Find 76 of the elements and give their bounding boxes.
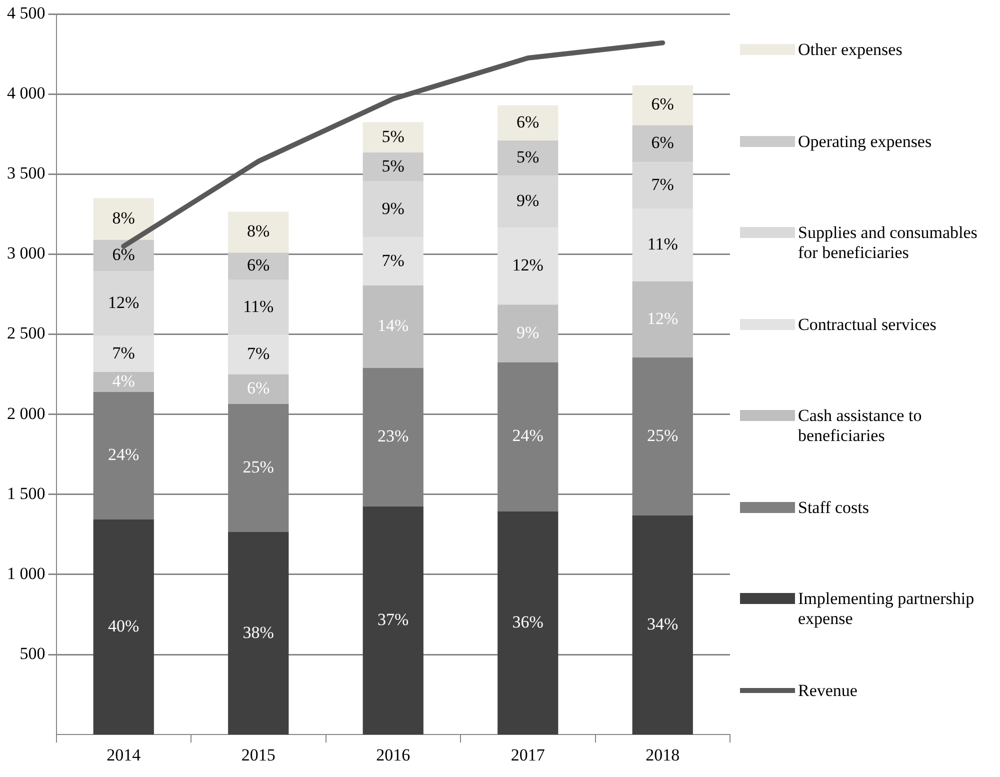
x-tick-label: 2014	[106, 745, 142, 764]
annotation: 12%	[512, 256, 544, 275]
bar	[93, 198, 154, 240]
legend-label: Revenue	[798, 680, 858, 701]
y-tick-label: 3 000	[7, 244, 46, 263]
bar	[632, 125, 693, 162]
x-tick-label: 2015	[241, 745, 276, 764]
annotation: 34%	[647, 614, 678, 634]
annotation: 4%	[112, 371, 135, 390]
annotation: 9%	[382, 198, 404, 218]
annotation: 24%	[108, 445, 140, 464]
bar	[228, 374, 289, 404]
y-tick-label: 2 500	[7, 324, 46, 343]
bar	[498, 511, 558, 735]
y-tick-label: 1 500	[7, 484, 46, 503]
x-tick-label: 2017	[510, 745, 546, 764]
annotation: 25%	[242, 457, 274, 476]
bar	[362, 506, 424, 735]
y-tick-label: 500	[20, 644, 46, 663]
annotation: 6%	[651, 94, 674, 114]
y-tick-label: 3 500	[7, 164, 46, 183]
annotation: 6%	[651, 133, 674, 152]
annotation: 5%	[516, 148, 540, 167]
annotation: 23%	[378, 426, 409, 446]
annotation: 6%	[516, 112, 540, 132]
bar	[632, 85, 693, 126]
annotation: 40%	[108, 616, 140, 636]
annotation: 11%	[647, 234, 678, 254]
x-tick-label: 2016	[376, 745, 410, 764]
bar	[228, 212, 289, 253]
annotation: 24%	[512, 426, 544, 446]
bar	[498, 105, 558, 141]
x-tick-label: 2018	[646, 745, 680, 764]
y-tick-label: 2 000	[7, 404, 46, 423]
bar	[228, 252, 289, 280]
bar	[93, 372, 154, 392]
bar	[362, 122, 424, 153]
annotation: 7%	[247, 344, 270, 364]
y-tick-label: 4 500	[7, 3, 46, 22]
legend-label: Cash assistance to beneficiaries	[798, 406, 923, 446]
annotation: 12%	[647, 308, 678, 328]
annotation: 6%	[247, 256, 270, 275]
legend-label: Contractual services	[798, 314, 938, 335]
annotation: 9%	[516, 322, 540, 342]
bar	[632, 281, 693, 358]
legend-label: Supplies and consumables for beneficiaries	[798, 223, 978, 264]
bar	[93, 519, 154, 735]
bar	[498, 140, 558, 176]
annotation: 7%	[651, 174, 674, 194]
bar	[362, 152, 424, 182]
annotation: 36%	[512, 612, 544, 632]
bar	[228, 532, 289, 735]
annotation: 7%	[112, 343, 135, 362]
bar	[362, 285, 424, 368]
annotation: 5%	[382, 126, 404, 146]
annotation: 37%	[378, 610, 409, 629]
annotation: 8%	[247, 222, 270, 241]
legend-label: Other expenses	[798, 40, 904, 60]
legend-label: Staff costs	[798, 498, 870, 518]
annotation: 38%	[242, 622, 274, 642]
annotation: 9%	[516, 191, 540, 210]
bar	[632, 515, 693, 735]
annotation: 12%	[108, 292, 140, 312]
legend-label: Operating expenses	[798, 132, 933, 152]
y-tick-label: 1 000	[7, 564, 46, 583]
annotation: 11%	[243, 296, 274, 316]
legend-label: Implementing partnership expense	[798, 589, 976, 630]
bar	[498, 304, 558, 362]
annotation: 14%	[378, 316, 409, 336]
annotation: 6%	[112, 244, 135, 264]
annotation: 8%	[112, 208, 135, 228]
annotation: 5%	[382, 156, 404, 176]
annotation: 25%	[647, 426, 678, 445]
y-tick-label: 4 000	[7, 84, 46, 103]
annotation: 6%	[247, 378, 270, 398]
annotation: 7%	[382, 250, 404, 270]
